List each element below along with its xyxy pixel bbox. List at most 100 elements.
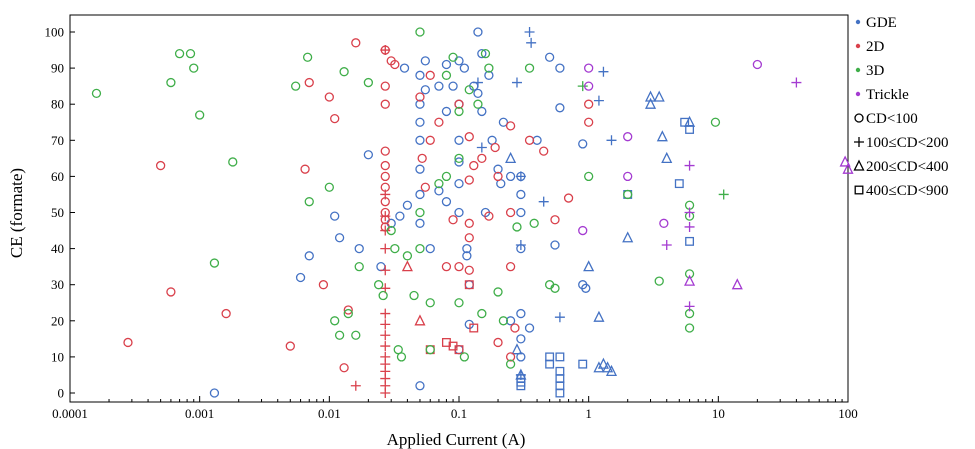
data-point [584, 99, 594, 109]
data-point [524, 323, 535, 333]
legend: GDE 2D 3D Trickle CD<100 100≤CD<200 200≤CD<400… [853, 15, 949, 199]
y-tick-label: 40 [51, 241, 64, 256]
data-point [441, 261, 452, 272]
data-point [684, 207, 695, 218]
data-point [623, 189, 633, 200]
data-point [380, 265, 391, 276]
y-tick-label: 100 [45, 25, 65, 40]
data-point [473, 88, 483, 99]
data-point [380, 308, 391, 319]
data-point [584, 171, 594, 182]
data-point [511, 77, 522, 88]
data-point [563, 193, 574, 203]
data-point [390, 243, 400, 254]
data-point [354, 243, 364, 254]
data-point [469, 323, 479, 333]
data-point [459, 352, 470, 362]
data-point [516, 207, 526, 218]
data-point [462, 251, 472, 261]
data-point [505, 207, 516, 218]
data-point [718, 189, 729, 200]
data-point [304, 197, 314, 207]
data-point [515, 171, 526, 182]
data-point [622, 231, 634, 243]
data-point [505, 151, 517, 163]
data-point [462, 243, 472, 254]
legend-label: Trickle [866, 87, 909, 103]
data-point [402, 251, 413, 261]
data-point [839, 155, 851, 167]
data-point [661, 151, 673, 163]
axes: 0 10 20 30 40 50 60 70 80 90 100 0.0001 0.001 0.01 0.1… [45, 14, 858, 421]
data-point [415, 207, 425, 218]
data-point [493, 164, 503, 174]
data-point [684, 221, 695, 232]
data-point [515, 239, 526, 250]
data-point [380, 341, 391, 352]
data-point [434, 117, 444, 127]
data-point [555, 103, 565, 113]
data-point [415, 99, 425, 109]
data-point [659, 218, 669, 228]
x-axis-label: Applied Current (A) [387, 430, 526, 449]
data-point [555, 352, 565, 362]
data-point [380, 211, 391, 222]
data-point [731, 278, 743, 290]
data-point [550, 283, 560, 293]
data-point [448, 52, 458, 62]
series-2d [123, 38, 594, 398]
data-point [623, 171, 633, 182]
data-point [578, 225, 588, 236]
data-point [363, 150, 374, 160]
data-point [454, 207, 464, 218]
data-point [510, 323, 520, 333]
data-point [511, 343, 523, 355]
data-point [685, 236, 695, 246]
y-tick-label: 80 [51, 97, 64, 112]
data-point [464, 233, 474, 243]
data-point [480, 49, 491, 59]
data-point [539, 146, 549, 156]
data-point [425, 345, 435, 355]
data-point [334, 233, 345, 243]
data-point [343, 308, 353, 319]
legend-label: 400≤CD<900 [866, 183, 949, 199]
legend-marker-square [854, 185, 864, 195]
data-point [597, 357, 609, 369]
x-tick-label: 0.001 [185, 406, 214, 421]
legend-label: 3D [866, 63, 885, 79]
data-point [685, 125, 695, 134]
data-point [380, 319, 391, 330]
legend-label: 2D [866, 39, 885, 55]
data-point [221, 308, 231, 319]
data-point [550, 240, 560, 250]
data-point [343, 305, 353, 315]
data-point [464, 175, 474, 185]
data-point [524, 135, 535, 145]
data-point [380, 160, 390, 171]
data-point [441, 70, 452, 80]
data-point [390, 59, 400, 70]
data-point [526, 37, 537, 48]
x-tick-label: 10 [712, 406, 725, 421]
data-point [555, 63, 565, 73]
data-point [584, 63, 594, 73]
data-point [425, 135, 435, 145]
data-point [415, 92, 425, 102]
data-point [473, 27, 483, 37]
legend-marker-plus [854, 137, 864, 147]
data-point [380, 45, 391, 56]
data-point [409, 290, 419, 301]
data-point [448, 215, 458, 225]
data-point [425, 298, 435, 308]
data-point [644, 97, 657, 109]
legend-marker-triangle [853, 159, 865, 171]
data-point [185, 49, 196, 59]
data-point [464, 280, 474, 290]
y-tick-label: 20 [51, 313, 64, 328]
data-point [684, 269, 695, 279]
x-tick-label: 1 [585, 406, 592, 421]
data-point [684, 160, 695, 171]
data-point [420, 85, 430, 95]
data-point [524, 63, 535, 73]
